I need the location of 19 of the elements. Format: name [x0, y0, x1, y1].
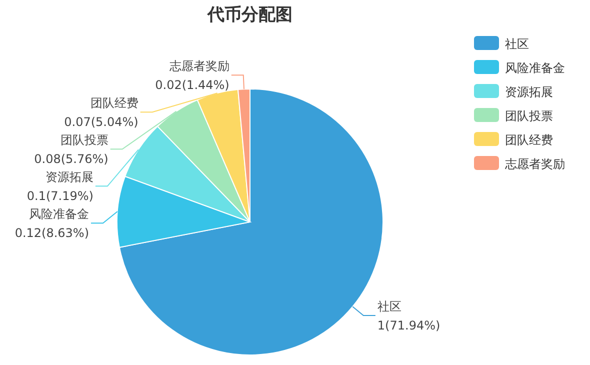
legend-label: 团队投票: [505, 109, 553, 123]
slice-label: 团队投票: [60, 133, 108, 148]
legend-label: 团队经费: [505, 133, 553, 147]
slice-label: 社区: [377, 299, 402, 314]
chart-title: 代币分配图: [206, 5, 292, 25]
data-label: 0.07(5.04%): [64, 115, 138, 130]
data-label: 0.02(1.44%): [155, 78, 230, 92]
data-label: 1(71.94%): [377, 318, 440, 332]
legend-label: 资源拓展: [505, 85, 553, 99]
slice-label: 资源拓展: [45, 170, 94, 184]
data-label: 0.08(5.76%): [34, 152, 108, 166]
legend-label: 社区: [505, 37, 529, 51]
legend-label: 风险准备金: [505, 61, 565, 75]
data-label: 0.1(7.19%): [26, 189, 94, 204]
data-label: 0.12(8.63%): [14, 226, 90, 240]
slice-label: 志愿者奖励: [169, 59, 230, 74]
slice-label: 团队经费: [90, 96, 138, 110]
legend-label: 志愿者奖励: [505, 157, 565, 171]
slice-label: 风险准备金: [29, 207, 90, 222]
